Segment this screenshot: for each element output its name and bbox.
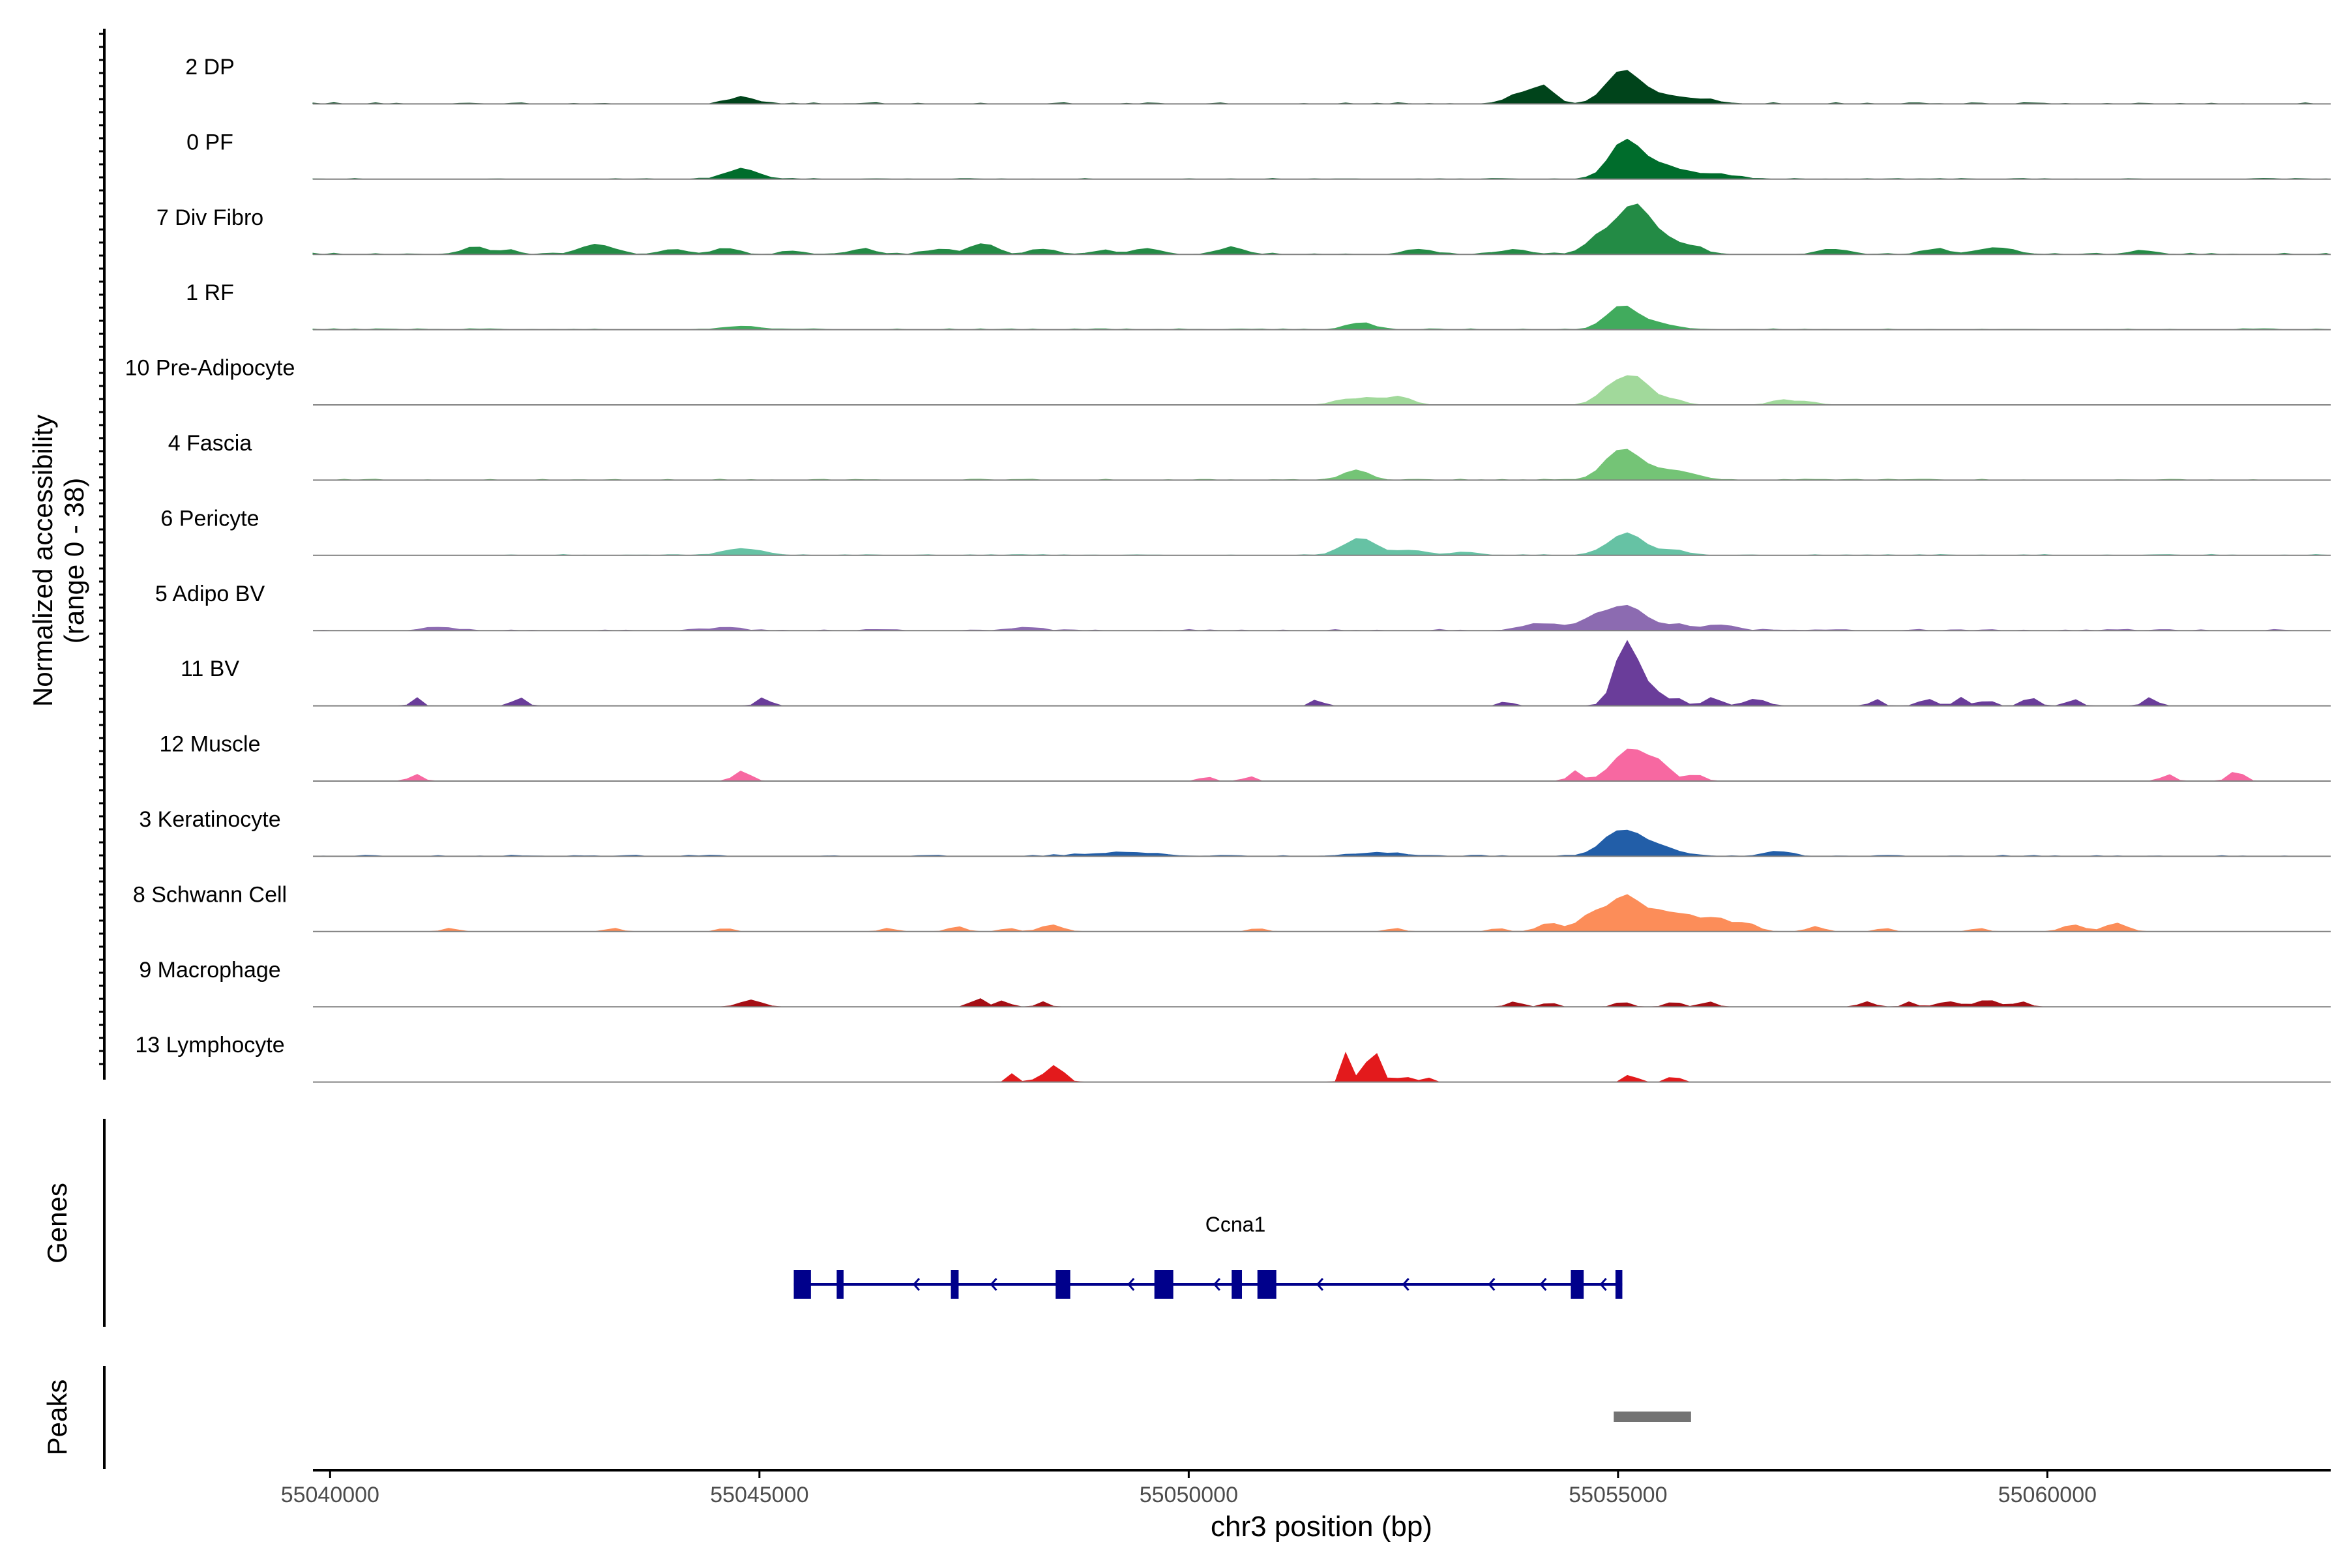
gene-exon bbox=[1055, 1270, 1070, 1299]
coverage-area-7-div-fibro bbox=[312, 203, 2331, 255]
strand-arrow bbox=[1539, 1278, 1547, 1291]
x-tick-label: 55060000 bbox=[1998, 1483, 2097, 1507]
strand-arrow bbox=[1213, 1278, 1220, 1291]
coverage-area-5-adipo-bv bbox=[312, 604, 2331, 631]
gene-exon bbox=[1571, 1270, 1584, 1299]
strand-arrow bbox=[990, 1278, 997, 1291]
gene-exon bbox=[1154, 1270, 1174, 1299]
track-label-2-dp: 2 DP bbox=[185, 55, 235, 80]
track-label-7-div-fibro: 7 Div Fibro bbox=[156, 205, 263, 230]
strand-arrow bbox=[1599, 1278, 1607, 1291]
gene-model-ccna1 bbox=[793, 1270, 1623, 1299]
strand-arrow bbox=[912, 1278, 921, 1291]
genes-panel-label: Genes bbox=[42, 1183, 72, 1264]
coverage-tracks: 2 DP 0 PF 7 Div Fibro 1 RF 10 Pre-Adipocyte 4… bbox=[125, 55, 2331, 1083]
strand-arrow bbox=[1127, 1278, 1135, 1291]
track-13-lymphocyte: 13 Lymphocyte bbox=[135, 1033, 2331, 1083]
gene-exon bbox=[1257, 1270, 1277, 1299]
track-5-adipo-bv: 5 Adipo BV bbox=[155, 582, 2331, 632]
strand-arrow bbox=[1488, 1278, 1496, 1291]
x-axis-label: chr3 position (bp) bbox=[1211, 1511, 1432, 1543]
x-tick-label: 55055000 bbox=[1569, 1483, 1667, 1507]
peak-regions bbox=[1614, 1412, 1691, 1422]
track-3-keratinocyte: 3 Keratinocyte bbox=[139, 807, 2331, 857]
track-10-pre-adipocyte: 10 Pre-Adipocyte bbox=[125, 356, 2331, 406]
gene-exon bbox=[1615, 1270, 1623, 1299]
coverage-area-11-bv bbox=[313, 640, 2331, 707]
coverage-area-10-pre-adipocyte bbox=[313, 375, 2331, 406]
track-label-6-pericyte: 6 Pericyte bbox=[160, 506, 259, 531]
track-label-1-rf: 1 RF bbox=[186, 280, 234, 305]
track-12-muscle: 12 Muscle bbox=[160, 732, 2331, 782]
track-6-pericyte: 6 Pericyte bbox=[160, 506, 2331, 556]
peak-region bbox=[1614, 1412, 1691, 1422]
track-label-5-adipo-bv: 5 Adipo BV bbox=[155, 582, 265, 606]
x-tick-label: 55050000 bbox=[1140, 1483, 1238, 1507]
y-axis-range-label: (range 0 - 38) bbox=[59, 478, 89, 643]
track-8-schwann-cell: 8 Schwann Cell bbox=[133, 882, 2331, 932]
gene-exon bbox=[793, 1270, 811, 1299]
x-axis: 55040000 55045000 55050000 55055000 55060000… bbox=[281, 1469, 2331, 1543]
strand-arrow bbox=[1402, 1278, 1410, 1291]
track-label-3-keratinocyte: 3 Keratinocyte bbox=[139, 807, 280, 832]
coverage-area-4-fascia bbox=[313, 449, 2331, 481]
peaks-panel-label: Peaks bbox=[42, 1380, 72, 1456]
coverage-area-8-schwann-cell bbox=[313, 894, 2331, 932]
track-label-9-macrophage: 9 Macrophage bbox=[139, 958, 280, 983]
gene-exon bbox=[836, 1270, 844, 1299]
y-axis: Normalized accessibility (range 0 - 38) bbox=[27, 29, 106, 1080]
track-label-13-lymphocyte: 13 Lymphocyte bbox=[135, 1033, 284, 1058]
gene-name-label: Ccna1 bbox=[1205, 1213, 1266, 1236]
peaks-panel: Peaks bbox=[42, 1366, 1691, 1469]
x-tick-label: 55040000 bbox=[281, 1483, 379, 1507]
track-7-div-fibro: 7 Div Fibro bbox=[156, 203, 2331, 256]
coverage-area-0-pf bbox=[312, 138, 2331, 180]
track-11-bv: 11 BV bbox=[181, 640, 2331, 707]
y-axis-label: Normalized accessibility bbox=[27, 415, 58, 707]
coverage-area-12-muscle bbox=[313, 748, 2331, 782]
track-label-11-bv: 11 BV bbox=[181, 657, 239, 681]
coverage-area-9-macrophage bbox=[313, 998, 2331, 1007]
track-9-macrophage: 9 Macrophage bbox=[139, 958, 2331, 1008]
track-label-10-pre-adipocyte: 10 Pre-Adipocyte bbox=[125, 356, 295, 381]
gene-exon bbox=[1232, 1270, 1243, 1299]
coverage-area-2-dp bbox=[312, 70, 2331, 104]
y-axis-ticks bbox=[99, 33, 104, 1065]
coverage-area-6-pericyte bbox=[313, 532, 2331, 556]
track-label-8-schwann-cell: 8 Schwann Cell bbox=[133, 882, 287, 907]
coverage-area-13-lymphocyte bbox=[313, 1052, 2331, 1083]
track-2-dp: 2 DP bbox=[185, 55, 2331, 105]
strand-arrow bbox=[1316, 1278, 1324, 1291]
x-axis-ticks: 55040000 55045000 55050000 55055000 55060000 bbox=[281, 1472, 2097, 1507]
coverage-area-1-rf bbox=[312, 305, 2331, 331]
track-label-12-muscle: 12 Muscle bbox=[160, 732, 261, 757]
track-1-rf: 1 RF bbox=[186, 280, 2331, 331]
track-4-fascia: 4 Fascia bbox=[168, 431, 2331, 481]
track-0-pf: 0 PF bbox=[186, 130, 2331, 180]
track-label-0-pf: 0 PF bbox=[186, 130, 233, 155]
track-label-4-fascia: 4 Fascia bbox=[168, 431, 252, 456]
genes-panel: Genes Ccna1 bbox=[42, 1119, 1623, 1327]
gene-exon bbox=[951, 1270, 959, 1299]
x-tick-label: 55045000 bbox=[710, 1483, 808, 1507]
coverage-area-3-keratinocyte bbox=[312, 829, 2331, 857]
